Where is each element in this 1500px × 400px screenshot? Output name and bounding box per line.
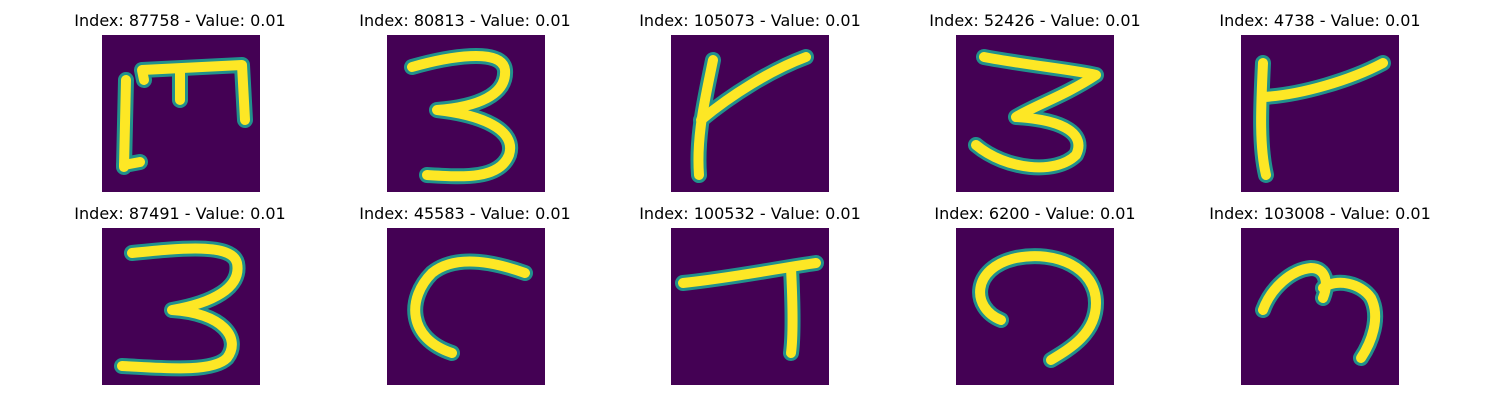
panel-title: Index: 45583 - Value: 0.01 [359,204,571,223]
panel-title: Index: 80813 - Value: 0.01 [359,11,571,30]
three-icon [387,35,545,192]
panel-title: Index: 52426 - Value: 0.01 [929,11,1141,30]
seven-shape-icon [671,228,829,385]
arch-shape-icon [956,228,1114,385]
c-shape-icon [387,228,545,385]
panel-title: Index: 100532 - Value: 0.01 [639,204,861,223]
panel-title: Index: 6200 - Value: 0.01 [934,204,1136,223]
three-icon [102,228,260,385]
m-shape-icon [1241,228,1399,385]
flag-shape-icon [1241,35,1399,192]
three-icon [956,35,1114,192]
m-shape-icon [102,35,260,192]
panel-title: Index: 4738 - Value: 0.01 [1219,11,1421,30]
panel-title: Index: 87758 - Value: 0.01 [74,11,286,30]
panel-title: Index: 103008 - Value: 0.01 [1209,204,1431,223]
panel-title: Index: 87491 - Value: 0.01 [74,204,286,223]
k-shape-icon [671,35,829,192]
panel-title: Index: 105073 - Value: 0.01 [639,11,861,30]
